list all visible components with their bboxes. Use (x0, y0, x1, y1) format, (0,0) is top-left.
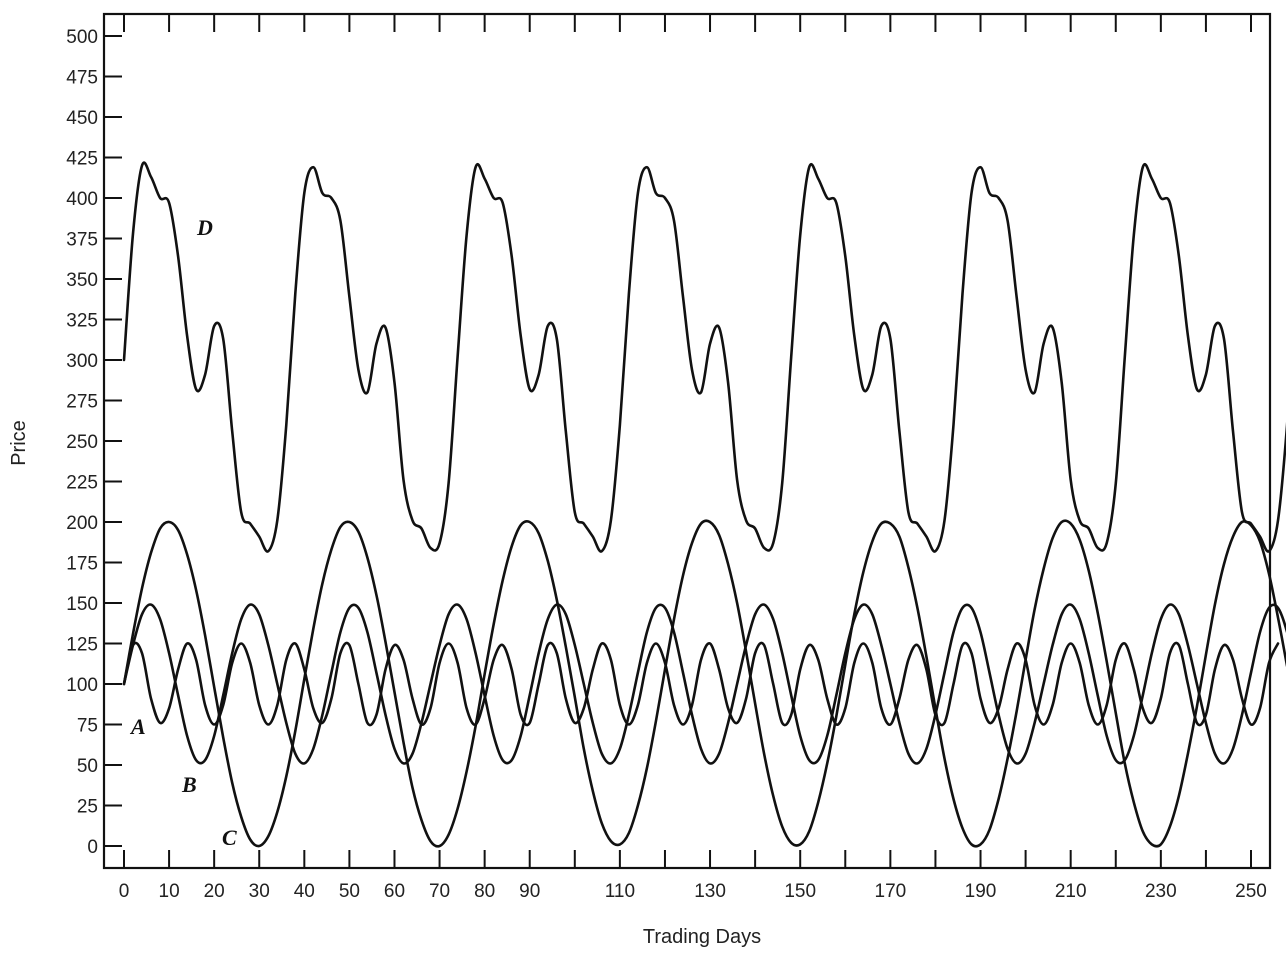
x-tick-label: 250 (1235, 881, 1267, 902)
x-tick-label: 110 (605, 881, 635, 902)
y-tick-label: 275 (66, 392, 98, 413)
series-label-b: B (181, 772, 197, 797)
series-line-d (122, 161, 1286, 553)
x-tick-label: 80 (474, 881, 495, 902)
y-tick-label: 50 (77, 756, 98, 777)
x-tick-label: 50 (339, 881, 360, 902)
y-tick-label: 100 (66, 675, 98, 696)
y-tick-label: 500 (66, 27, 98, 48)
x-tick-label: 130 (694, 881, 726, 902)
x-tick-label: 30 (249, 881, 270, 902)
y-tick-label: 25 (77, 797, 98, 818)
x-tick-label: 230 (1145, 881, 1177, 902)
series-line-c (122, 519, 1286, 848)
x-tick-label: 170 (875, 881, 907, 902)
y-tick-label: 350 (66, 270, 98, 291)
x-tick-label: 210 (1055, 881, 1087, 902)
y-tick-label: 375 (66, 230, 98, 251)
plot-frame (102, 12, 1272, 870)
y-tick-label: 225 (66, 473, 98, 494)
chart-labels: Trading Days Price A B C D (8, 215, 761, 948)
x-tick-label: 90 (519, 881, 540, 902)
y-axis-title: Price (8, 420, 30, 466)
x-axis-title: Trading Days (643, 926, 761, 948)
series-label-c: C (222, 825, 237, 850)
y-tick-label: 75 (77, 716, 98, 737)
plot-border (102, 12, 1272, 870)
series-line-a (122, 641, 1280, 727)
y-tick-label: 150 (66, 594, 98, 615)
x-tick-label: 150 (784, 881, 816, 902)
x-tick-label: 60 (384, 881, 405, 902)
y-tick-label: 300 (66, 351, 98, 372)
series-label-d: D (196, 215, 213, 240)
axis-ticks: 0255075100125150175200225250275300325350… (66, 14, 1267, 902)
x-tick-label: 40 (294, 881, 315, 902)
y-tick-label: 325 (66, 311, 98, 332)
series-line-b (122, 603, 1286, 765)
y-tick-label: 125 (66, 635, 98, 656)
series-lines (122, 161, 1286, 848)
y-tick-label: 175 (66, 554, 98, 575)
y-tick-label: 250 (66, 432, 98, 453)
x-tick-label: 190 (965, 881, 997, 902)
y-tick-label: 400 (66, 189, 98, 210)
x-tick-label: 10 (159, 881, 180, 902)
y-tick-label: 425 (66, 149, 98, 170)
x-tick-label: 70 (429, 881, 450, 902)
y-tick-label: 475 (66, 68, 98, 89)
series-label-a: A (129, 714, 146, 739)
y-tick-label: 0 (87, 837, 98, 858)
y-tick-label: 200 (66, 513, 98, 534)
x-tick-label: 20 (204, 881, 225, 902)
y-tick-label: 450 (66, 108, 98, 129)
x-tick-label: 0 (119, 881, 130, 902)
